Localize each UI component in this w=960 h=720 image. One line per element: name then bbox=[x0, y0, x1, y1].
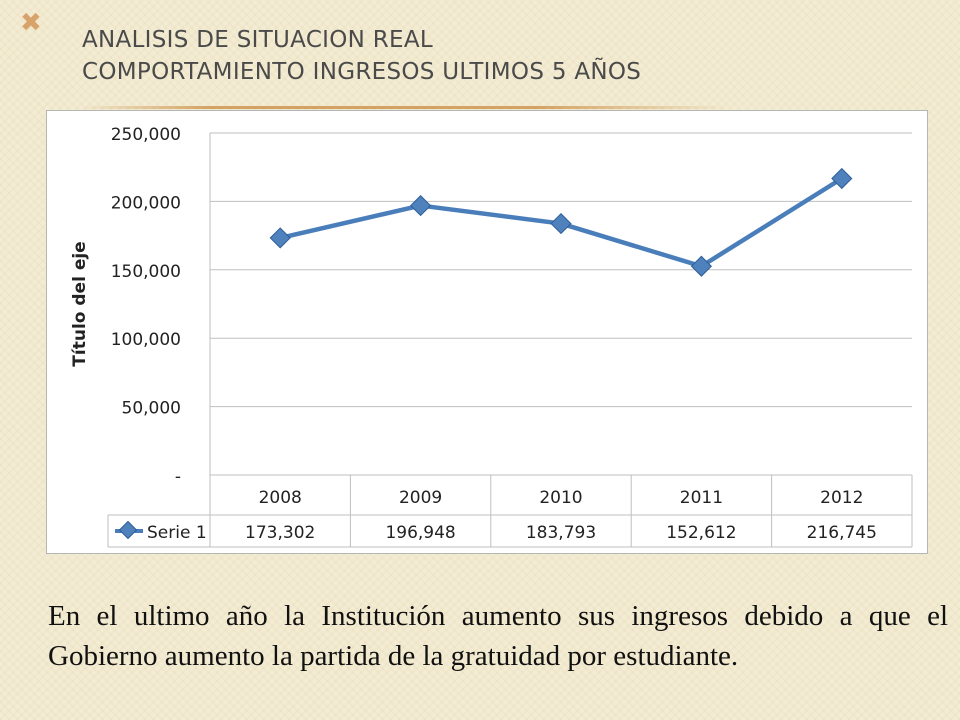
data-value-label: 183,793 bbox=[526, 523, 596, 543]
y-tick-label: 150,000 bbox=[111, 262, 181, 282]
data-point bbox=[550, 212, 572, 235]
y-tick-label: 250,000 bbox=[111, 125, 181, 145]
chart-canvas: - 50,000 100,000 150,000 200,000 250,000 Títul… bbox=[70, 125, 913, 548]
data-value-label: 173,302 bbox=[245, 523, 315, 543]
y-tick-label: 200,000 bbox=[111, 193, 181, 213]
y-tick-label: 100,000 bbox=[111, 330, 181, 350]
slide-caption: En el ultimo año la Institución aumento … bbox=[48, 600, 948, 672]
title-line-1: ANALISIS DE SITUACION REAL bbox=[82, 27, 434, 53]
title-underline bbox=[80, 106, 730, 109]
slide-title: ANALISIS DE SITUACION REAL COMPORTAMIENT… bbox=[82, 24, 641, 88]
data-point bbox=[409, 194, 432, 217]
x-category-label: 2011 bbox=[680, 488, 723, 508]
data-value-label: 216,745 bbox=[807, 523, 877, 543]
title-line-2: COMPORTAMIENTO INGRESOS ULTIMOS 5 AÑOS bbox=[82, 59, 642, 85]
data-point bbox=[831, 167, 853, 190]
data-value-label: 196,948 bbox=[385, 523, 455, 543]
legend-marker bbox=[118, 520, 138, 540]
slide-bullet-icon: ✖ bbox=[20, 8, 42, 38]
line-chart: - 50,000 100,000 150,000 200,000 250,000 Títul… bbox=[46, 110, 928, 554]
y-tick-label: 50,000 bbox=[122, 399, 181, 419]
y-axis-title: Título del eje bbox=[70, 241, 90, 366]
data-value-label: 152,612 bbox=[666, 523, 736, 543]
x-category-label: 2008 bbox=[259, 488, 302, 508]
x-category-label: 2009 bbox=[399, 488, 442, 508]
data-point bbox=[269, 227, 291, 249]
legend-series-name: Serie 1 bbox=[147, 523, 207, 543]
x-category-label: 2012 bbox=[820, 488, 863, 508]
x-category-label: 2010 bbox=[539, 488, 582, 508]
y-tick-label: - bbox=[175, 467, 181, 487]
data-point bbox=[690, 255, 713, 277]
